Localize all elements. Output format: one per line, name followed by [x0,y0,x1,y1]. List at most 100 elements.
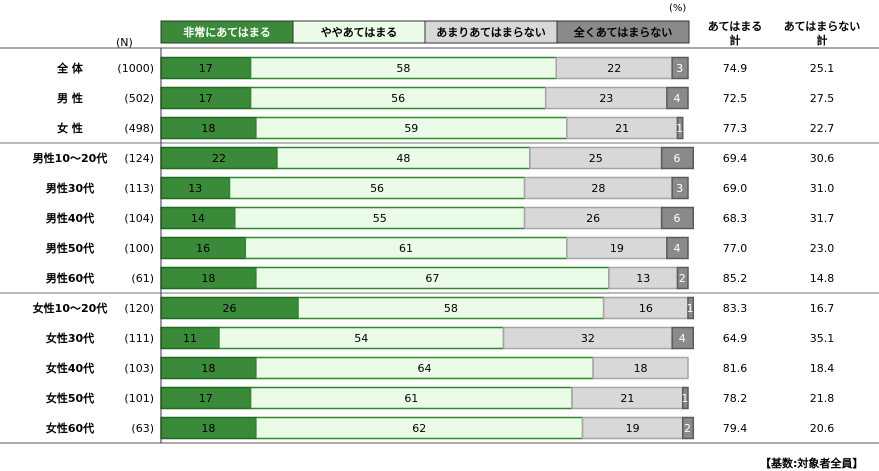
agree-total-value: 78.2 [723,392,748,405]
row-n: (502) [124,92,154,105]
data-label: 3 [676,62,683,75]
data-label: 13 [636,272,650,285]
row-label: 女性50代 [46,391,94,405]
row-n: (104) [124,212,154,225]
disagree-total-value: 22.7 [810,122,835,135]
data-label: 26 [223,302,237,315]
bar-segment [681,386,689,410]
agree-total-value: 81.6 [723,362,748,375]
disagree-total-value: 20.6 [810,422,835,435]
data-label: 19 [610,242,624,255]
data-label: 23 [599,92,613,105]
bar-segment [660,206,695,230]
row-n: (1000) [117,62,154,75]
row-n: (61) [131,272,154,285]
data-label: 3 [676,182,683,195]
data-label: 22 [607,62,621,75]
legend-label: あまりあてはまらない [436,26,546,39]
data-label: 17 [199,92,213,105]
data-label: 1 [687,302,694,315]
data-label: 16 [639,302,653,315]
data-label: 1 [676,122,683,135]
data-label: 13 [188,182,202,195]
data-label: 2 [679,272,686,285]
disagree-total-header-suffix: 計 [817,33,828,47]
agree-total-value: 83.3 [723,302,748,315]
disagree-total-header: あてはまらない [784,20,861,33]
bar-segment [671,56,689,80]
data-label: 14 [191,212,205,225]
data-label: 32 [581,332,595,345]
data-label: 54 [354,332,368,345]
disagree-total-value: 25.1 [810,62,835,75]
disagree-total-value: 16.7 [810,302,835,315]
data-label: 28 [591,182,605,195]
data-label: 64 [418,362,432,375]
data-label: 18 [201,122,215,135]
data-label: 48 [396,152,410,165]
data-label: 11 [183,332,197,345]
row-label: 女性10～20代 [33,301,108,315]
row-n: (101) [124,392,154,405]
bar-segment [671,176,689,200]
data-label: 21 [615,122,629,135]
bar-segment [592,356,689,380]
data-label: 16 [196,242,210,255]
row-label: 女性60代 [46,421,94,435]
data-label: 58 [444,302,458,315]
data-label: 61 [404,392,418,405]
row-n: (111) [124,332,154,345]
row-label: 男性40代 [46,211,94,225]
legend-label: 全くあてはまらない [573,25,673,39]
disagree-total-value: 27.5 [810,92,835,105]
row-n: (113) [124,182,154,195]
row-n: (63) [131,422,154,435]
unit-label: (%) [669,3,687,14]
legend-label: ややあてはまる [321,26,398,39]
disagree-total-value: 21.8 [810,392,835,405]
bar-segment [687,296,695,320]
data-label: 25 [589,152,603,165]
disagree-total-value: 31.7 [810,212,835,225]
data-label: 18 [634,362,648,375]
n-header: (N) [116,36,133,49]
row-n: (124) [124,152,154,165]
data-label: 6 [673,212,680,225]
row-label: 男性50代 [46,241,94,255]
row-n: (100) [124,242,154,255]
data-label: 67 [425,272,439,285]
row-n: (103) [124,362,154,375]
disagree-total-value: 18.4 [810,362,835,375]
data-label: 21 [620,392,634,405]
data-label: 17 [199,62,213,75]
row-label: 女 性 [57,121,83,135]
agree-total-value: 77.3 [723,122,748,135]
agree-total-value: 72.5 [723,92,748,105]
agree-total-value: 77.0 [723,242,748,255]
data-label: 55 [373,212,387,225]
row-label: 男 性 [57,91,83,105]
data-label: 4 [673,242,680,255]
data-label: 61 [399,242,413,255]
agree-total-header: あてはまる [708,20,763,33]
row-label: 男性30代 [46,181,94,195]
row-label: 男性10～20代 [33,151,108,165]
agree-total-value: 69.4 [723,152,748,165]
data-label: 26 [586,212,600,225]
data-label: 18 [201,422,215,435]
bar-segment [666,236,689,260]
data-label: 22 [212,152,226,165]
legend-label: 非常にあてはまる [183,25,271,39]
agree-total-value: 79.4 [723,422,748,435]
disagree-total-value: 23.0 [810,242,835,255]
agree-total-value: 68.3 [723,212,748,225]
bar-segment [666,86,689,110]
data-label: 19 [626,422,640,435]
data-label: 4 [679,332,686,345]
agree-total-value: 74.9 [723,62,748,75]
agree-total-value: 64.9 [723,332,748,345]
agree-total-header-suffix: 計 [730,33,741,47]
agree-total-value: 85.2 [723,272,748,285]
data-label: 18 [201,272,215,285]
